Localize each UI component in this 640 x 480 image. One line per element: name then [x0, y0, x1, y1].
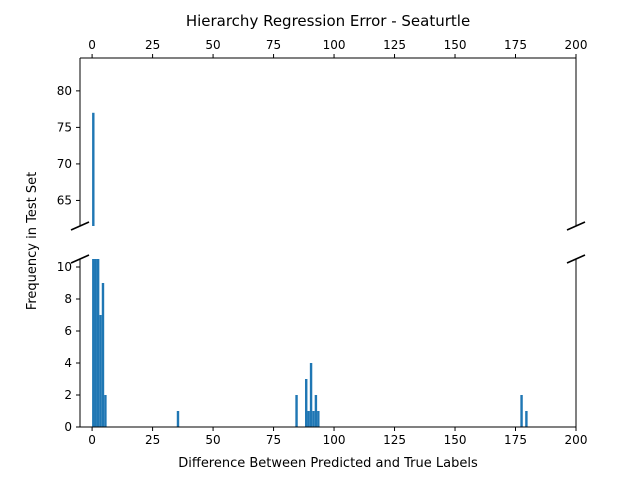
bar-lower-0 [92, 259, 95, 427]
bar-lower-9 [307, 411, 310, 427]
bar-lower-8 [305, 379, 308, 427]
x-tick-label-bottom-6: 150 [444, 433, 467, 447]
bar-upper-0 [92, 112, 95, 226]
break-mark-lower-right [566, 254, 586, 264]
break-mark-upper-left [70, 221, 90, 231]
upper-panel: 0 25 50 75 100 125 150 175 200 65 70 75 80 [57, 38, 588, 231]
bar-lower-5 [104, 395, 107, 427]
x-tick-label-bottom-2: 50 [205, 433, 220, 447]
x-tick-label-top-8: 200 [565, 38, 588, 52]
x-tick-label-bottom-0: 0 [88, 433, 96, 447]
bar-lower-12 [314, 395, 318, 427]
x-tick-label-top-6: 150 [444, 38, 467, 52]
x-tick-label-top-0: 0 [88, 38, 96, 52]
chart-title: Hierarchy Regression Error - Seaturtle [186, 12, 470, 30]
lower-y-tick-label-4: 8 [64, 292, 72, 306]
lower-panel: 0 25 50 75 100 125 150 175 200 0 2 4 6 8 10 [57, 254, 588, 447]
bar-lower-15 [525, 411, 528, 427]
x-tick-label-top-2: 50 [205, 38, 220, 52]
x-tick-label-bottom-3: 75 [266, 433, 281, 447]
break-mark-lower-left [70, 254, 90, 264]
x-tick-label-bottom-7: 175 [504, 433, 527, 447]
break-mark-upper-right [566, 221, 586, 231]
upper-y-tick-label-3: 80 [57, 84, 72, 98]
x-axis-label: Difference Between Predicted and True La… [178, 456, 478, 471]
bar-lower-1 [94, 259, 97, 427]
lower-y-tick-label-5: 10 [57, 260, 72, 274]
lower-y-tick-label-0: 0 [64, 420, 72, 434]
x-tick-label-top-1: 25 [145, 38, 160, 52]
x-tick-label-top-3: 75 [266, 38, 281, 52]
bar-lower-4 [101, 283, 105, 427]
bar-lower-11 [312, 411, 315, 427]
lower-y-tick-label-2: 4 [64, 356, 72, 370]
x-tick-label-bottom-8: 200 [565, 433, 588, 447]
upper-y-tick-label-2: 75 [57, 120, 72, 134]
lower-y-tick-label-1: 2 [64, 388, 72, 402]
upper-y-tick-label-0: 65 [57, 193, 72, 207]
x-tick-label-bottom-4: 100 [323, 433, 346, 447]
lower-y-tick-label-3: 6 [64, 324, 72, 338]
x-tick-label-top-7: 175 [504, 38, 527, 52]
bar-lower-13 [317, 411, 320, 427]
bar-lower-3 [99, 315, 102, 427]
bar-lower-14 [520, 395, 523, 427]
bar-lower-7 [295, 395, 298, 427]
x-tick-label-bottom-1: 25 [145, 433, 160, 447]
bar-lower-10 [309, 363, 313, 427]
bar-lower-2 [96, 259, 100, 427]
bar-lower-6 [176, 411, 180, 427]
x-tick-label-bottom-5: 125 [383, 433, 406, 447]
x-tick-label-top-4: 100 [323, 38, 346, 52]
upper-y-tick-label-1: 70 [57, 157, 72, 171]
y-axis-label: Frequency in Test Set [25, 172, 40, 310]
x-tick-label-top-5: 125 [383, 38, 406, 52]
